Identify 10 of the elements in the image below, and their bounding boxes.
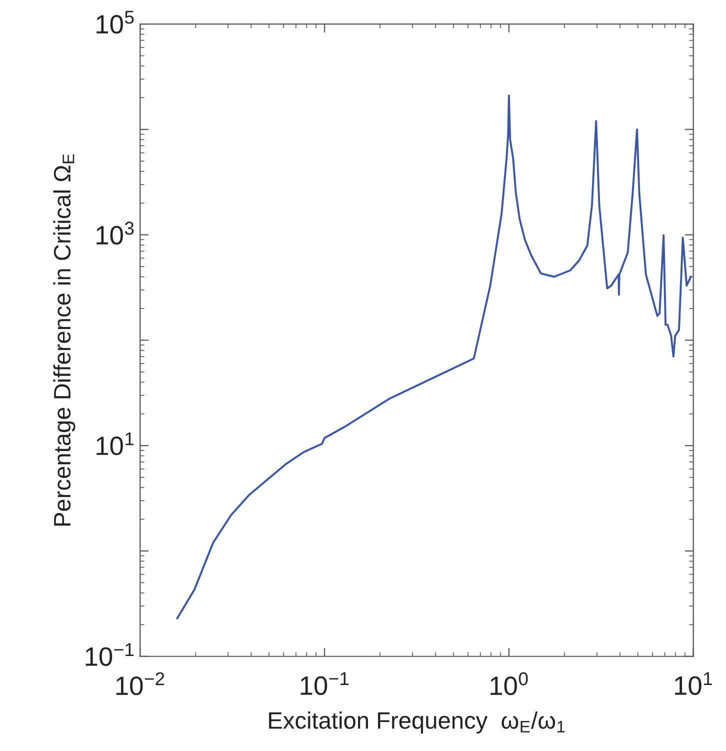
x-tick-label: 10$^{−1}$	[300, 672, 349, 695]
y-tick-label: 10$^{5}$	[96, 10, 134, 34]
x-tick-label: 10$^{−2}$	[116, 672, 164, 696]
x-axis-title: Excitation Frequency ω$_{E}$/ω$_{1}$	[269, 712, 565, 734]
y-axis-title: Percentage Difference in Critical Ω$_{E}$	[53, 154, 76, 526]
x-tick-label: 10$^{1}$	[675, 672, 712, 695]
y-tick-label: 10$^{−1}$	[86, 643, 134, 666]
y-tick-label: 10$^{1}$	[96, 432, 134, 456]
y-tick-label: 10$^{3}$	[96, 222, 134, 245]
x-tick-label: 10$^{0}$	[490, 672, 528, 696]
